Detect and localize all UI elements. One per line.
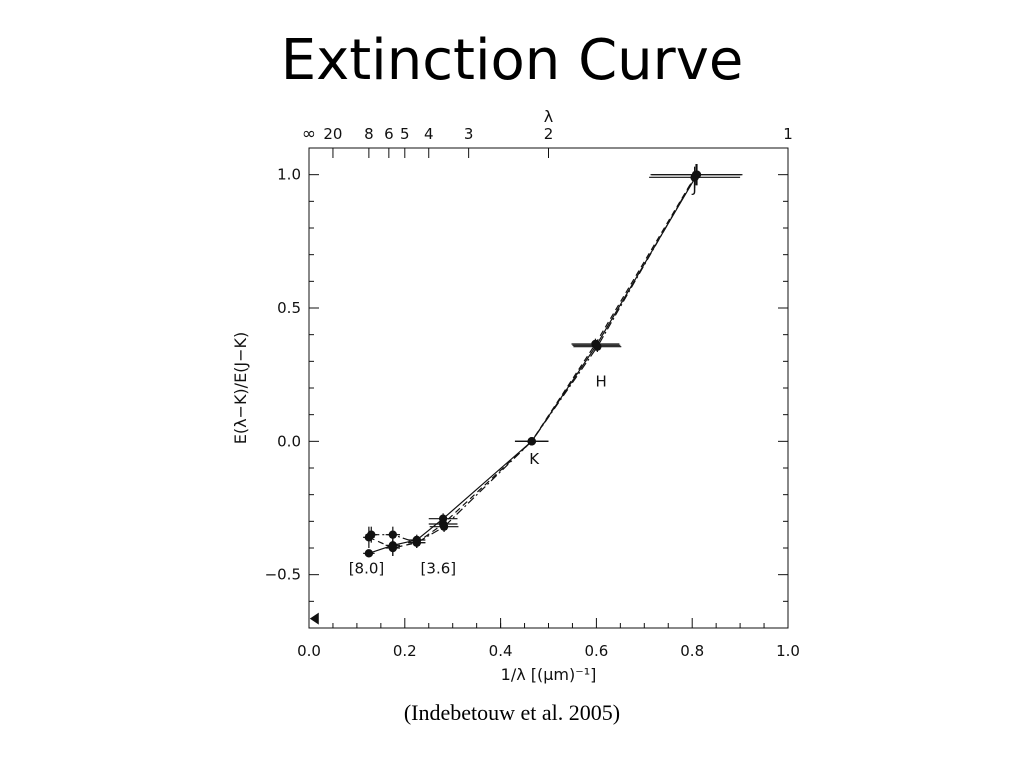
data-point (527, 437, 536, 446)
axes (308, 147, 789, 629)
data-point (593, 342, 602, 351)
top-tick-label: 4 (424, 125, 434, 143)
data-point (412, 538, 421, 547)
top-tick-label: 2 (544, 125, 554, 143)
x-axis-label: 1/λ [(μm)⁻¹] (501, 665, 597, 684)
data-point (367, 530, 376, 539)
triangle-marker (309, 612, 319, 625)
x-tick-label: 0.6 (584, 642, 608, 660)
data-point (388, 543, 398, 553)
point-annotation: [3.6] (421, 559, 457, 577)
y-tick-label: 0.0 (277, 432, 301, 450)
top-tick-label: 3 (464, 125, 474, 143)
point-annotation: K (529, 450, 540, 468)
top-axis-label: λ (544, 107, 553, 126)
top-tick-label: 1 (783, 125, 793, 143)
top-tick-label: 6 (384, 125, 394, 143)
data-point (388, 530, 398, 539)
data-point (439, 522, 449, 531)
citation: (Indebetouw et al. 2005) (403, 700, 621, 725)
y-axis-label: E(λ−K)/E(J−K) (231, 332, 250, 445)
x-tick-label: 0.8 (680, 642, 704, 660)
data-point (690, 173, 699, 182)
y-tick-label: 0.5 (277, 299, 301, 317)
slide-title: Extinction Curve (280, 28, 744, 93)
x-tick-label: 1.0 (776, 642, 800, 660)
x-tick-label: 0.4 (489, 642, 513, 660)
top-tick-label: 5 (400, 125, 410, 143)
point-annotation: J (691, 178, 696, 196)
series-line-dashed (368, 174, 697, 549)
point-annotation: H (596, 373, 607, 391)
plot-frame (308, 147, 789, 629)
point-annotation: [8.0] (349, 559, 385, 577)
data-point (364, 549, 374, 558)
labels-layer: 0.0 0.2 0.4 0.6 0.8 1.0 −0.5 0.0 0.5 1.0 ∞ 20 8 6 5 4 3 2… (231, 107, 800, 684)
series-layer (309, 164, 743, 625)
y-tick-label: −0.5 (265, 566, 301, 584)
x-tick-label: 0.2 (393, 642, 417, 660)
top-tick-label: 20 (323, 125, 342, 143)
top-tick-label: 8 (364, 125, 374, 143)
series-line-solid (368, 174, 698, 554)
series-line-dashdot (371, 177, 696, 544)
top-tick-label: ∞ (302, 124, 316, 144)
y-tick-label: 1.0 (277, 166, 301, 184)
x-tick-label: 0.0 (297, 642, 321, 660)
